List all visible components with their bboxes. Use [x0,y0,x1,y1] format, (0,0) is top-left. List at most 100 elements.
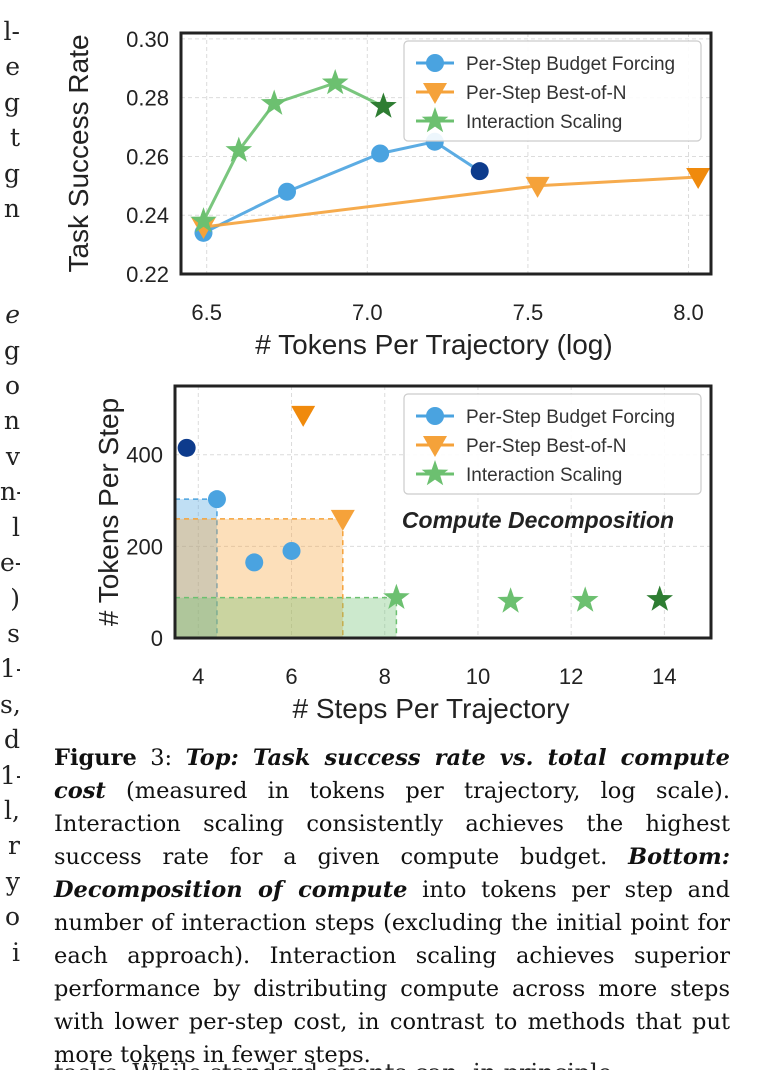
body-text-line: tasks. While standard agents can, in pri… [54,1058,730,1070]
y-tick-label: 200 [126,534,163,559]
y-tick-label: 0.28 [126,86,169,111]
data-point-interaction-scaling [646,585,673,611]
compute-box-interaction-scaling [174,596,398,639]
y-tick-label: 400 [126,443,163,468]
y-tick-label: 0 [151,626,163,651]
margin-text-line: t [9,123,20,153]
legend-marker-per-step-budget-forcing [426,407,444,425]
margin-text-line: 1- [0,654,20,684]
legend-label-interaction-scaling: Interaction Scaling [466,465,622,486]
margin-text-line: ) [10,583,20,613]
legend-box [403,40,702,142]
margin-text-line: r [8,831,20,861]
y-axis-label: # Tokens Per Step [93,398,124,626]
y-tick-label: 0.22 [126,262,169,287]
data-point-per-step-budget-forcing [207,490,226,509]
chart-annotation: Compute Decomposition [402,507,674,533]
margin-text-line: g [3,158,20,188]
data-point-interaction-scaling [260,89,288,115]
x-axis-label: # Steps Per Trajectory [292,693,569,724]
margin-text-line: l, [4,795,20,825]
legend-label-per-step-best-of-n: Per-Step Best-of-N [466,83,627,104]
x-tick-label: 10 [466,664,490,689]
margin-text-line: s, [0,689,20,719]
margin-text-line: e [5,300,20,330]
legend-label-per-step-budget-forcing: Per-Step Budget Forcing [466,407,675,428]
y-tick-label: 0.26 [126,144,169,169]
data-point-interaction-scaling [497,587,524,613]
data-point-interaction-scaling [383,583,410,609]
caption-bottom-text: into tokens per step and number of inter… [54,877,730,1068]
caption-number: 3: [136,745,173,771]
data-point-interaction-scaling [321,69,349,95]
legend-label-interaction-scaling: Interaction Scaling [466,112,622,133]
legend-marker-per-step-best-of-n [423,83,447,104]
margin-text-line: g [3,87,20,117]
data-point-per-step-best-of-n [191,217,216,239]
caption-top-label: Top: Task success rate vs. total compute… [54,745,730,804]
y-tick-label: 0.30 [126,27,169,52]
data-point-per-step-budget-forcing [245,553,264,572]
legend-label-per-step-budget-forcing: Per-Step Budget Forcing [466,54,675,75]
margin-text-line: o [4,902,20,932]
x-tick-label: 7.0 [352,300,383,325]
data-point-interaction-scaling [370,92,397,118]
margin-text-line: n [3,406,20,436]
x-tick-label: 8.0 [673,300,704,325]
figure-caption: Figure 3: Top: Task success rate vs. tot… [54,742,730,1072]
data-point-per-step-best-of-n [330,509,355,531]
margin-text-line: g [3,335,20,365]
caption-bottom-label: Bottom: Decomposition of compute [54,844,730,903]
legend-marker-interaction-scaling [421,107,449,133]
x-tick-label: 6.5 [191,300,222,325]
margin-text-line: e- [0,548,20,578]
margin-text-line: n [3,194,20,224]
x-tick-label: 7.5 [513,300,544,325]
data-point-per-step-budget-forcing [282,541,301,560]
caption-top-text: (measured in tokens per trajectory, log … [54,778,730,870]
y-axis-label: Task Success Rate [63,34,94,272]
x-tick-label: 4 [192,664,204,689]
data-point-per-step-budget-forcing [470,162,489,181]
y-tick-label: 0.24 [126,203,169,228]
plot-frame [179,31,713,276]
x-tick-label: 8 [379,664,391,689]
margin-text-line: i [12,937,20,967]
x-tick-label: 12 [559,664,583,689]
margin-text-line: e [5,52,20,82]
margin-text-line: v [5,441,20,471]
data-point-per-step-best-of-n [686,168,711,190]
margin-text-line: 1- [0,760,20,790]
x-tick-label: 6 [285,664,297,689]
x-tick-label: 14 [652,664,676,689]
data-point-per-step-budget-forcing [278,182,296,201]
data-point-interaction-scaling [190,207,217,233]
margin-text-line: d [3,725,20,755]
x-axis-label: # Tokens Per Trajectory (log) [255,329,612,360]
legend-marker-interaction-scaling [421,460,449,486]
series-line-interaction-scaling [202,81,385,222]
margin-text-line: l- [3,17,20,46]
margin-text-line: s [7,618,20,648]
data-point-per-step-best-of-n [525,176,550,198]
legend-box [403,393,702,495]
plot-frame [173,384,713,640]
margin-text-line: l [12,512,20,542]
data-point-per-step-budget-forcing [371,144,390,163]
data-point-interaction-scaling [225,136,253,162]
legend-marker-per-step-best-of-n [423,436,447,457]
margin-text-line: n- [0,477,20,507]
legend-marker-per-step-budget-forcing [426,54,444,72]
data-point-per-step-best-of-n [291,405,316,427]
top-chart: 6.5 7.0 7.5 8.0 0.22 0.24 0.26 0.28 0.30 # Tokens… [63,27,713,360]
margin-text-line: o [4,371,20,401]
series-line-per-step-best-of-n [203,175,699,229]
data-point-per-step-budget-forcing [177,438,196,457]
legend-label-per-step-best-of-n: Per-Step Best-of-N [466,436,627,457]
data-point-interaction-scaling [571,586,599,612]
caption-label: Figure [54,745,137,771]
margin-text-line: y [5,866,20,896]
figure-3: 6.5 7.0 7.5 8.0 0.22 0.24 0.26 0.28 0.30 # Tokens… [63,27,713,724]
bottom-chart: 4 6 8 10 12 14 0 200 400 # Steps Per Trajectory # … [93,384,713,724]
